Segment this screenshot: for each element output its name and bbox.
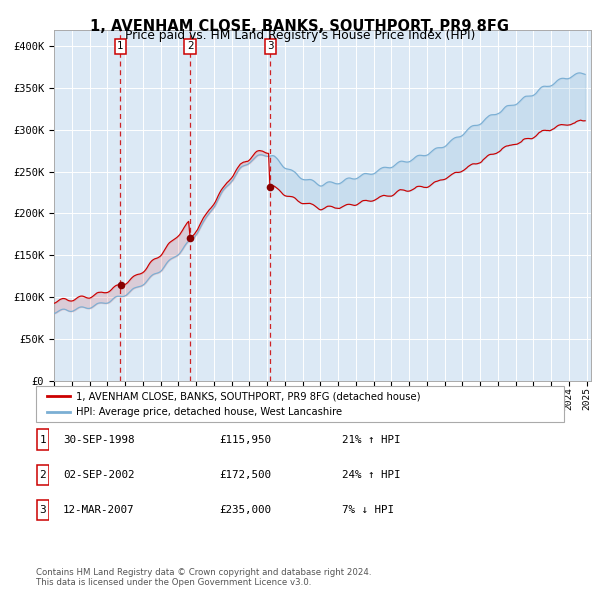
Text: 1, AVENHAM CLOSE, BANKS, SOUTHPORT, PR9 8FG (detached house): 1, AVENHAM CLOSE, BANKS, SOUTHPORT, PR9 … bbox=[76, 391, 420, 401]
Text: 21% ↑ HPI: 21% ↑ HPI bbox=[342, 435, 401, 444]
Text: 7% ↓ HPI: 7% ↓ HPI bbox=[342, 506, 394, 515]
Text: 1: 1 bbox=[39, 435, 46, 444]
Text: 2: 2 bbox=[39, 470, 46, 480]
Text: Price paid vs. HM Land Registry's House Price Index (HPI): Price paid vs. HM Land Registry's House … bbox=[125, 30, 475, 42]
Text: 30-SEP-1998: 30-SEP-1998 bbox=[63, 435, 134, 444]
Text: HPI: Average price, detached house, West Lancashire: HPI: Average price, detached house, West… bbox=[76, 407, 342, 417]
Text: 24% ↑ HPI: 24% ↑ HPI bbox=[342, 470, 401, 480]
Text: 12-MAR-2007: 12-MAR-2007 bbox=[63, 506, 134, 515]
Text: 2: 2 bbox=[187, 41, 193, 51]
Text: Contains HM Land Registry data © Crown copyright and database right 2024.
This d: Contains HM Land Registry data © Crown c… bbox=[36, 568, 371, 587]
Text: £115,950: £115,950 bbox=[219, 435, 271, 444]
Text: 3: 3 bbox=[39, 506, 46, 515]
Text: £235,000: £235,000 bbox=[219, 506, 271, 515]
Text: 1: 1 bbox=[117, 41, 124, 51]
Text: 1, AVENHAM CLOSE, BANKS, SOUTHPORT, PR9 8FG: 1, AVENHAM CLOSE, BANKS, SOUTHPORT, PR9 … bbox=[91, 19, 509, 34]
Text: £172,500: £172,500 bbox=[219, 470, 271, 480]
Text: 3: 3 bbox=[267, 41, 274, 51]
Text: 02-SEP-2002: 02-SEP-2002 bbox=[63, 470, 134, 480]
